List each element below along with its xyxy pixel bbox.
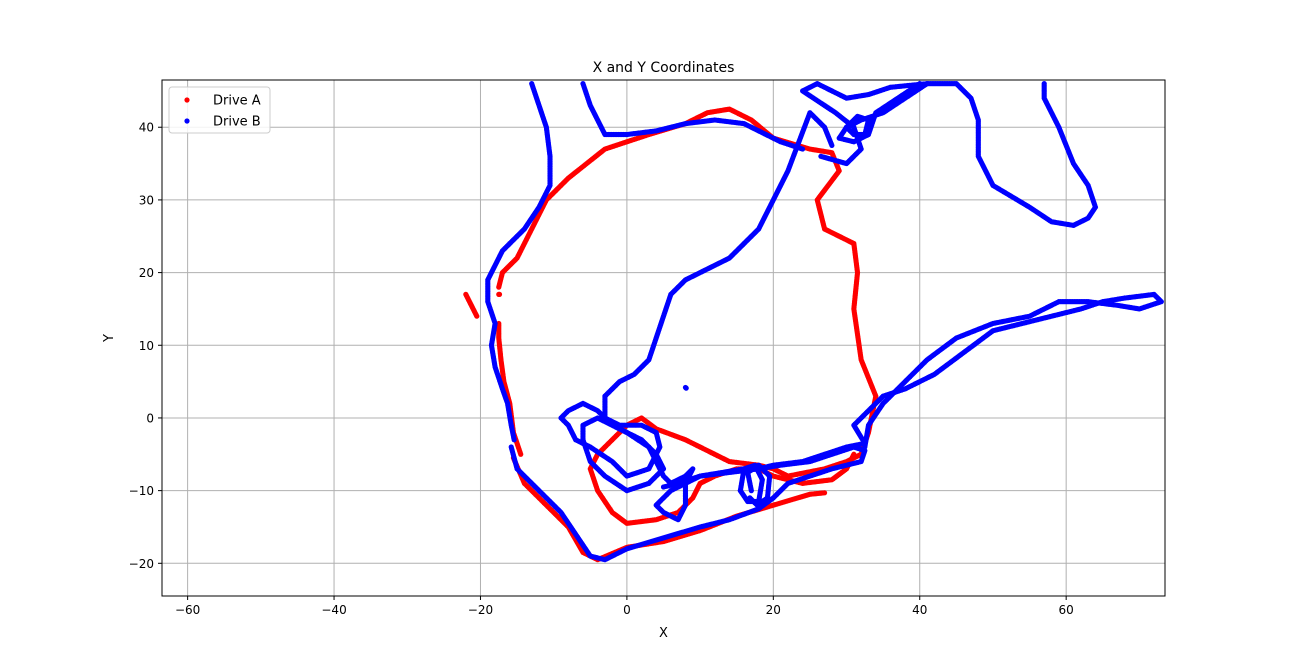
data-point	[474, 313, 480, 319]
legend: Drive A Drive B	[168, 86, 271, 134]
data-point	[862, 444, 868, 450]
data-point	[580, 437, 586, 443]
data-point	[843, 124, 850, 130]
data-point	[737, 488, 743, 494]
data-point	[851, 451, 857, 457]
data-point	[800, 146, 806, 152]
data-point	[660, 484, 667, 490]
plot-data	[463, 81, 1164, 563]
y-tick-label: −20	[129, 557, 154, 571]
plot-area-frame	[161, 79, 1166, 597]
data-point	[917, 81, 923, 87]
legend-label-drive-b: Drive B	[213, 115, 261, 130]
series-drive-b	[485, 81, 1164, 563]
y-tick-label: 0	[146, 411, 154, 425]
x-tick-label: −60	[175, 603, 200, 617]
legend-marker-drive-a	[184, 97, 190, 103]
y-tick-label: 20	[139, 266, 154, 280]
chart-title: X and Y Coordinates	[593, 60, 735, 76]
x-tick-label: −40	[321, 603, 346, 617]
legend-marker-drive-b	[184, 118, 190, 124]
legend-box	[168, 86, 271, 134]
x-tick-label: 40	[912, 603, 927, 617]
y-tick-label: 40	[139, 121, 154, 135]
data-point	[683, 385, 689, 391]
legend-label-drive-a: Drive A	[213, 94, 261, 109]
data-point	[821, 490, 828, 496]
data-point	[496, 291, 503, 297]
y-tick-label: 10	[139, 339, 154, 353]
y-tick-label: 30	[139, 193, 154, 207]
y-axis-label: Y	[102, 334, 117, 343]
x-tick-label: 0	[623, 603, 631, 617]
x-tick-label: 60	[1059, 603, 1074, 617]
axis-ticks: −60 −40 −20 0 20 40 60 −20 −10 0 10 20 30 40	[129, 121, 1074, 617]
x-tick-label: 20	[766, 603, 781, 617]
x-axis-label: X	[659, 626, 668, 641]
data-point	[1041, 81, 1047, 87]
data-point	[511, 437, 517, 443]
data-point	[518, 451, 524, 457]
x-tick-label: −20	[468, 603, 493, 617]
y-tick-label: −10	[129, 484, 154, 498]
